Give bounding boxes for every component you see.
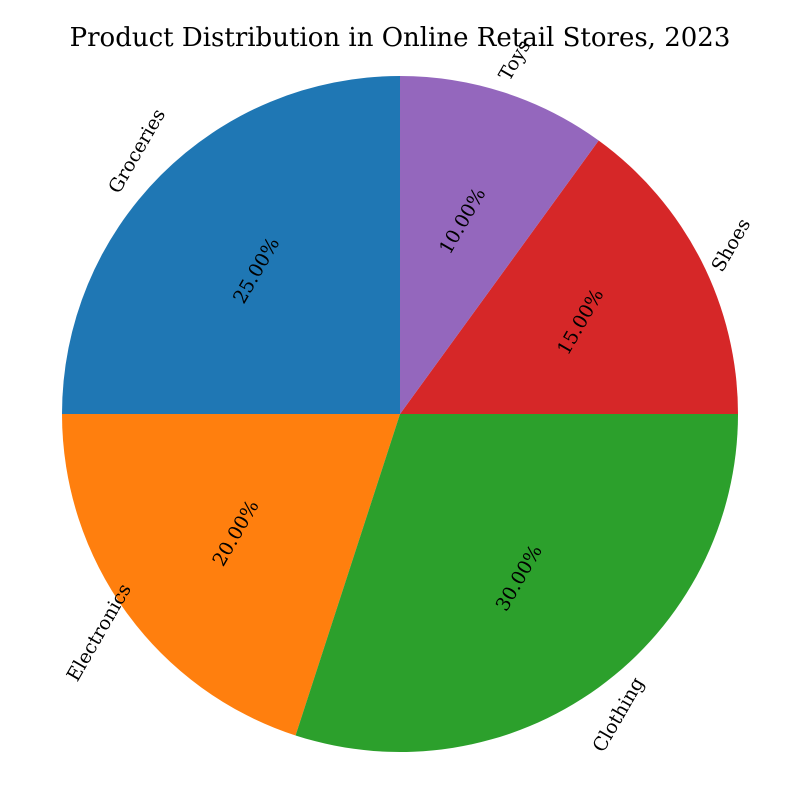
pie-slice-toys: [400, 76, 599, 414]
pie-slices: [62, 76, 738, 752]
category-label-shoes: Shoes: [707, 215, 755, 276]
chart-title: Product Distribution in Online Retail St…: [70, 23, 731, 53]
category-label-electronics: Electronics: [63, 580, 136, 685]
pie-slice-electronics: [62, 414, 400, 736]
pie-slice-clothing: [295, 414, 738, 752]
pie-slice-groceries: [62, 76, 400, 414]
pie-slice-shoes: [400, 140, 738, 415]
